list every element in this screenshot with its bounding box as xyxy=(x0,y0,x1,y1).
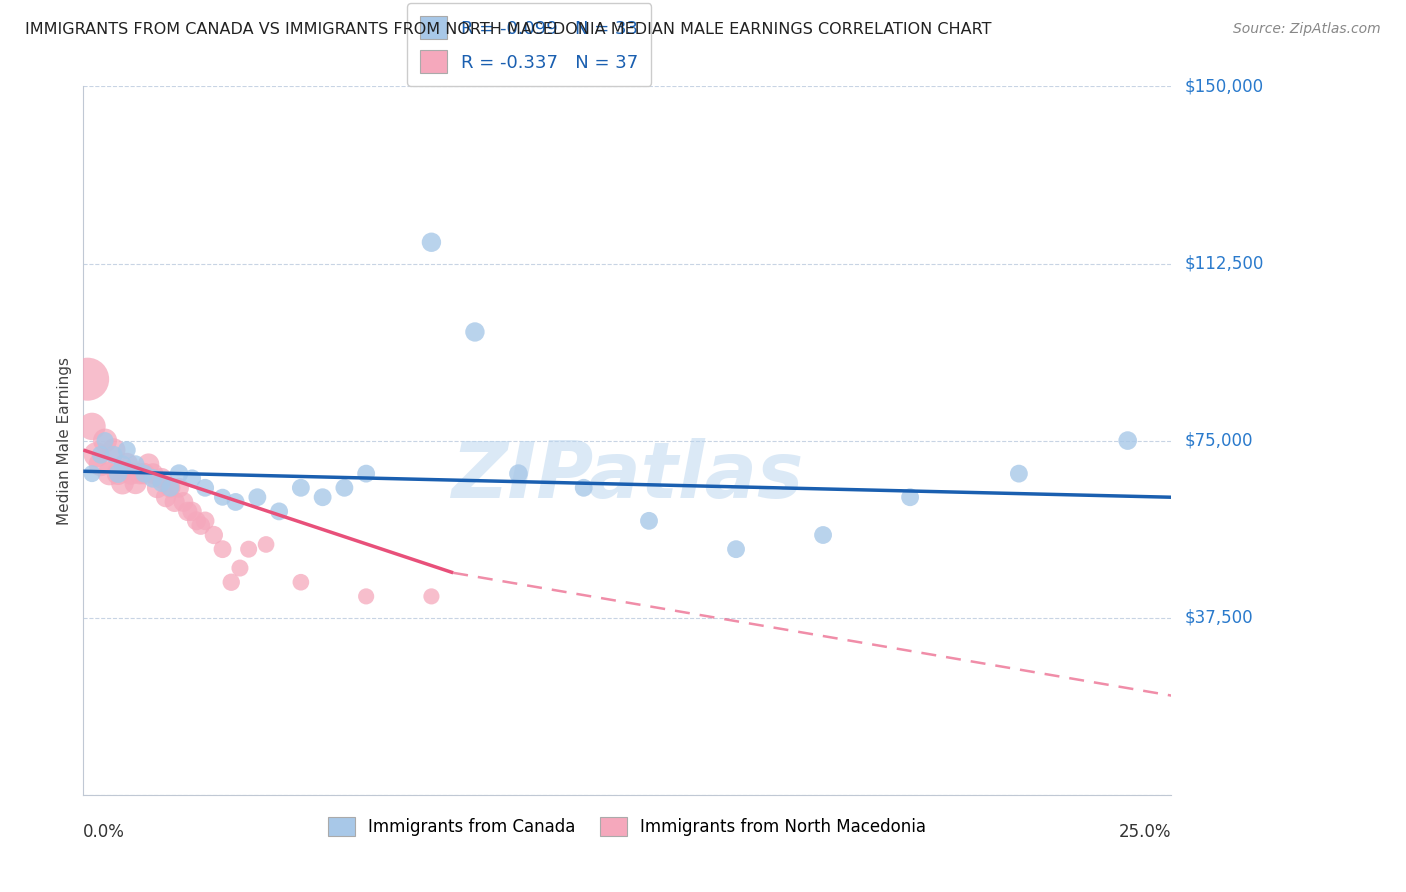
Point xyxy=(142,471,165,485)
Point xyxy=(146,481,169,495)
Point xyxy=(354,467,377,481)
Point xyxy=(107,467,129,481)
Point xyxy=(811,528,834,542)
Point xyxy=(124,457,146,471)
Point xyxy=(150,476,173,491)
Point xyxy=(177,504,200,518)
Point xyxy=(186,514,208,528)
Point xyxy=(94,434,117,448)
Point xyxy=(120,467,142,481)
Point xyxy=(103,443,125,458)
Point xyxy=(155,490,177,504)
Point xyxy=(90,448,112,462)
Point xyxy=(142,467,165,481)
Text: $150,000: $150,000 xyxy=(1185,78,1264,95)
Text: $112,500: $112,500 xyxy=(1185,254,1264,273)
Point xyxy=(572,481,595,495)
Point xyxy=(194,481,217,495)
Point xyxy=(1116,434,1139,448)
Point xyxy=(103,448,125,462)
Point xyxy=(354,590,377,604)
Point xyxy=(172,495,194,509)
Point xyxy=(80,419,103,434)
Point xyxy=(290,575,312,590)
Text: 0.0%: 0.0% xyxy=(83,823,125,841)
Point xyxy=(420,235,443,250)
Point xyxy=(115,443,138,458)
Point xyxy=(269,504,291,518)
Point xyxy=(90,457,112,471)
Point xyxy=(167,481,190,495)
Point xyxy=(508,467,530,481)
Point xyxy=(111,457,134,471)
Point xyxy=(246,490,269,504)
Point xyxy=(124,476,146,491)
Point xyxy=(159,481,181,495)
Point xyxy=(333,481,356,495)
Point xyxy=(138,457,160,471)
Point xyxy=(94,434,117,448)
Point xyxy=(111,476,134,491)
Point xyxy=(238,542,260,557)
Point xyxy=(181,504,204,518)
Point xyxy=(420,590,443,604)
Point xyxy=(134,467,156,481)
Text: $37,500: $37,500 xyxy=(1185,608,1254,627)
Point xyxy=(219,575,242,590)
Point xyxy=(115,457,138,471)
Point xyxy=(638,514,661,528)
Point xyxy=(167,467,190,481)
Point xyxy=(181,471,204,485)
Point xyxy=(134,467,156,481)
Point xyxy=(211,490,233,504)
Point xyxy=(128,467,150,481)
Point xyxy=(464,325,486,339)
Point xyxy=(1008,467,1031,481)
Point xyxy=(202,528,225,542)
Point xyxy=(163,495,186,509)
Point xyxy=(86,448,108,462)
Point xyxy=(190,518,212,533)
Legend: Immigrants from Canada, Immigrants from North Macedonia: Immigrants from Canada, Immigrants from … xyxy=(322,811,934,843)
Point xyxy=(225,495,247,509)
Text: $75,000: $75,000 xyxy=(1185,432,1254,450)
Point xyxy=(150,471,173,485)
Point xyxy=(107,467,129,481)
Point xyxy=(898,490,921,504)
Point xyxy=(211,542,233,557)
Text: Source: ZipAtlas.com: Source: ZipAtlas.com xyxy=(1233,22,1381,37)
Point xyxy=(80,467,103,481)
Point xyxy=(76,372,98,386)
Point xyxy=(290,481,312,495)
Point xyxy=(229,561,252,575)
Point xyxy=(254,537,277,551)
Point xyxy=(159,481,181,495)
Point xyxy=(724,542,747,557)
Text: ZIPatlas: ZIPatlas xyxy=(451,438,803,514)
Point xyxy=(194,514,217,528)
Text: IMMIGRANTS FROM CANADA VS IMMIGRANTS FROM NORTH MACEDONIA MEDIAN MALE EARNINGS C: IMMIGRANTS FROM CANADA VS IMMIGRANTS FRO… xyxy=(25,22,991,37)
Y-axis label: Median Male Earnings: Median Male Earnings xyxy=(58,357,72,524)
Point xyxy=(98,467,121,481)
Point xyxy=(311,490,333,504)
Text: 25.0%: 25.0% xyxy=(1119,823,1171,841)
